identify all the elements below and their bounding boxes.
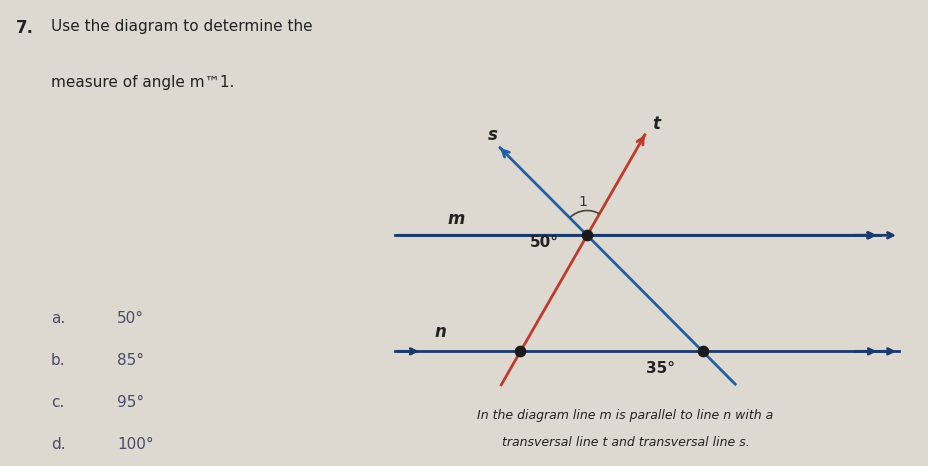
Point bbox=[579, 232, 594, 239]
Text: 35°: 35° bbox=[645, 361, 674, 376]
Text: d.: d. bbox=[51, 437, 65, 452]
Text: measure of angle m™1.: measure of angle m™1. bbox=[51, 75, 234, 89]
Text: 7.: 7. bbox=[16, 19, 33, 37]
Text: 100°: 100° bbox=[117, 437, 153, 452]
Text: n: n bbox=[434, 323, 446, 342]
Text: 50°: 50° bbox=[117, 311, 144, 326]
Text: In the diagram line ​m​ is parallel to line ​n​ with a: In the diagram line ​m​ is parallel to l… bbox=[477, 409, 773, 422]
Text: c.: c. bbox=[51, 395, 64, 410]
Text: t: t bbox=[651, 115, 660, 133]
Text: 50°: 50° bbox=[530, 235, 559, 250]
Text: a.: a. bbox=[51, 311, 65, 326]
Text: 1: 1 bbox=[577, 194, 586, 208]
Text: Use the diagram to determine the: Use the diagram to determine the bbox=[51, 19, 312, 34]
Text: transversal line ​t​ and transversal line s.: transversal line ​t​ and transversal lin… bbox=[501, 437, 749, 450]
Text: 95°: 95° bbox=[117, 395, 144, 410]
Point bbox=[694, 348, 709, 355]
Text: s: s bbox=[487, 126, 496, 144]
Text: b.: b. bbox=[51, 353, 65, 368]
Point bbox=[512, 348, 527, 355]
Text: m: m bbox=[447, 210, 464, 228]
Text: 85°: 85° bbox=[117, 353, 144, 368]
